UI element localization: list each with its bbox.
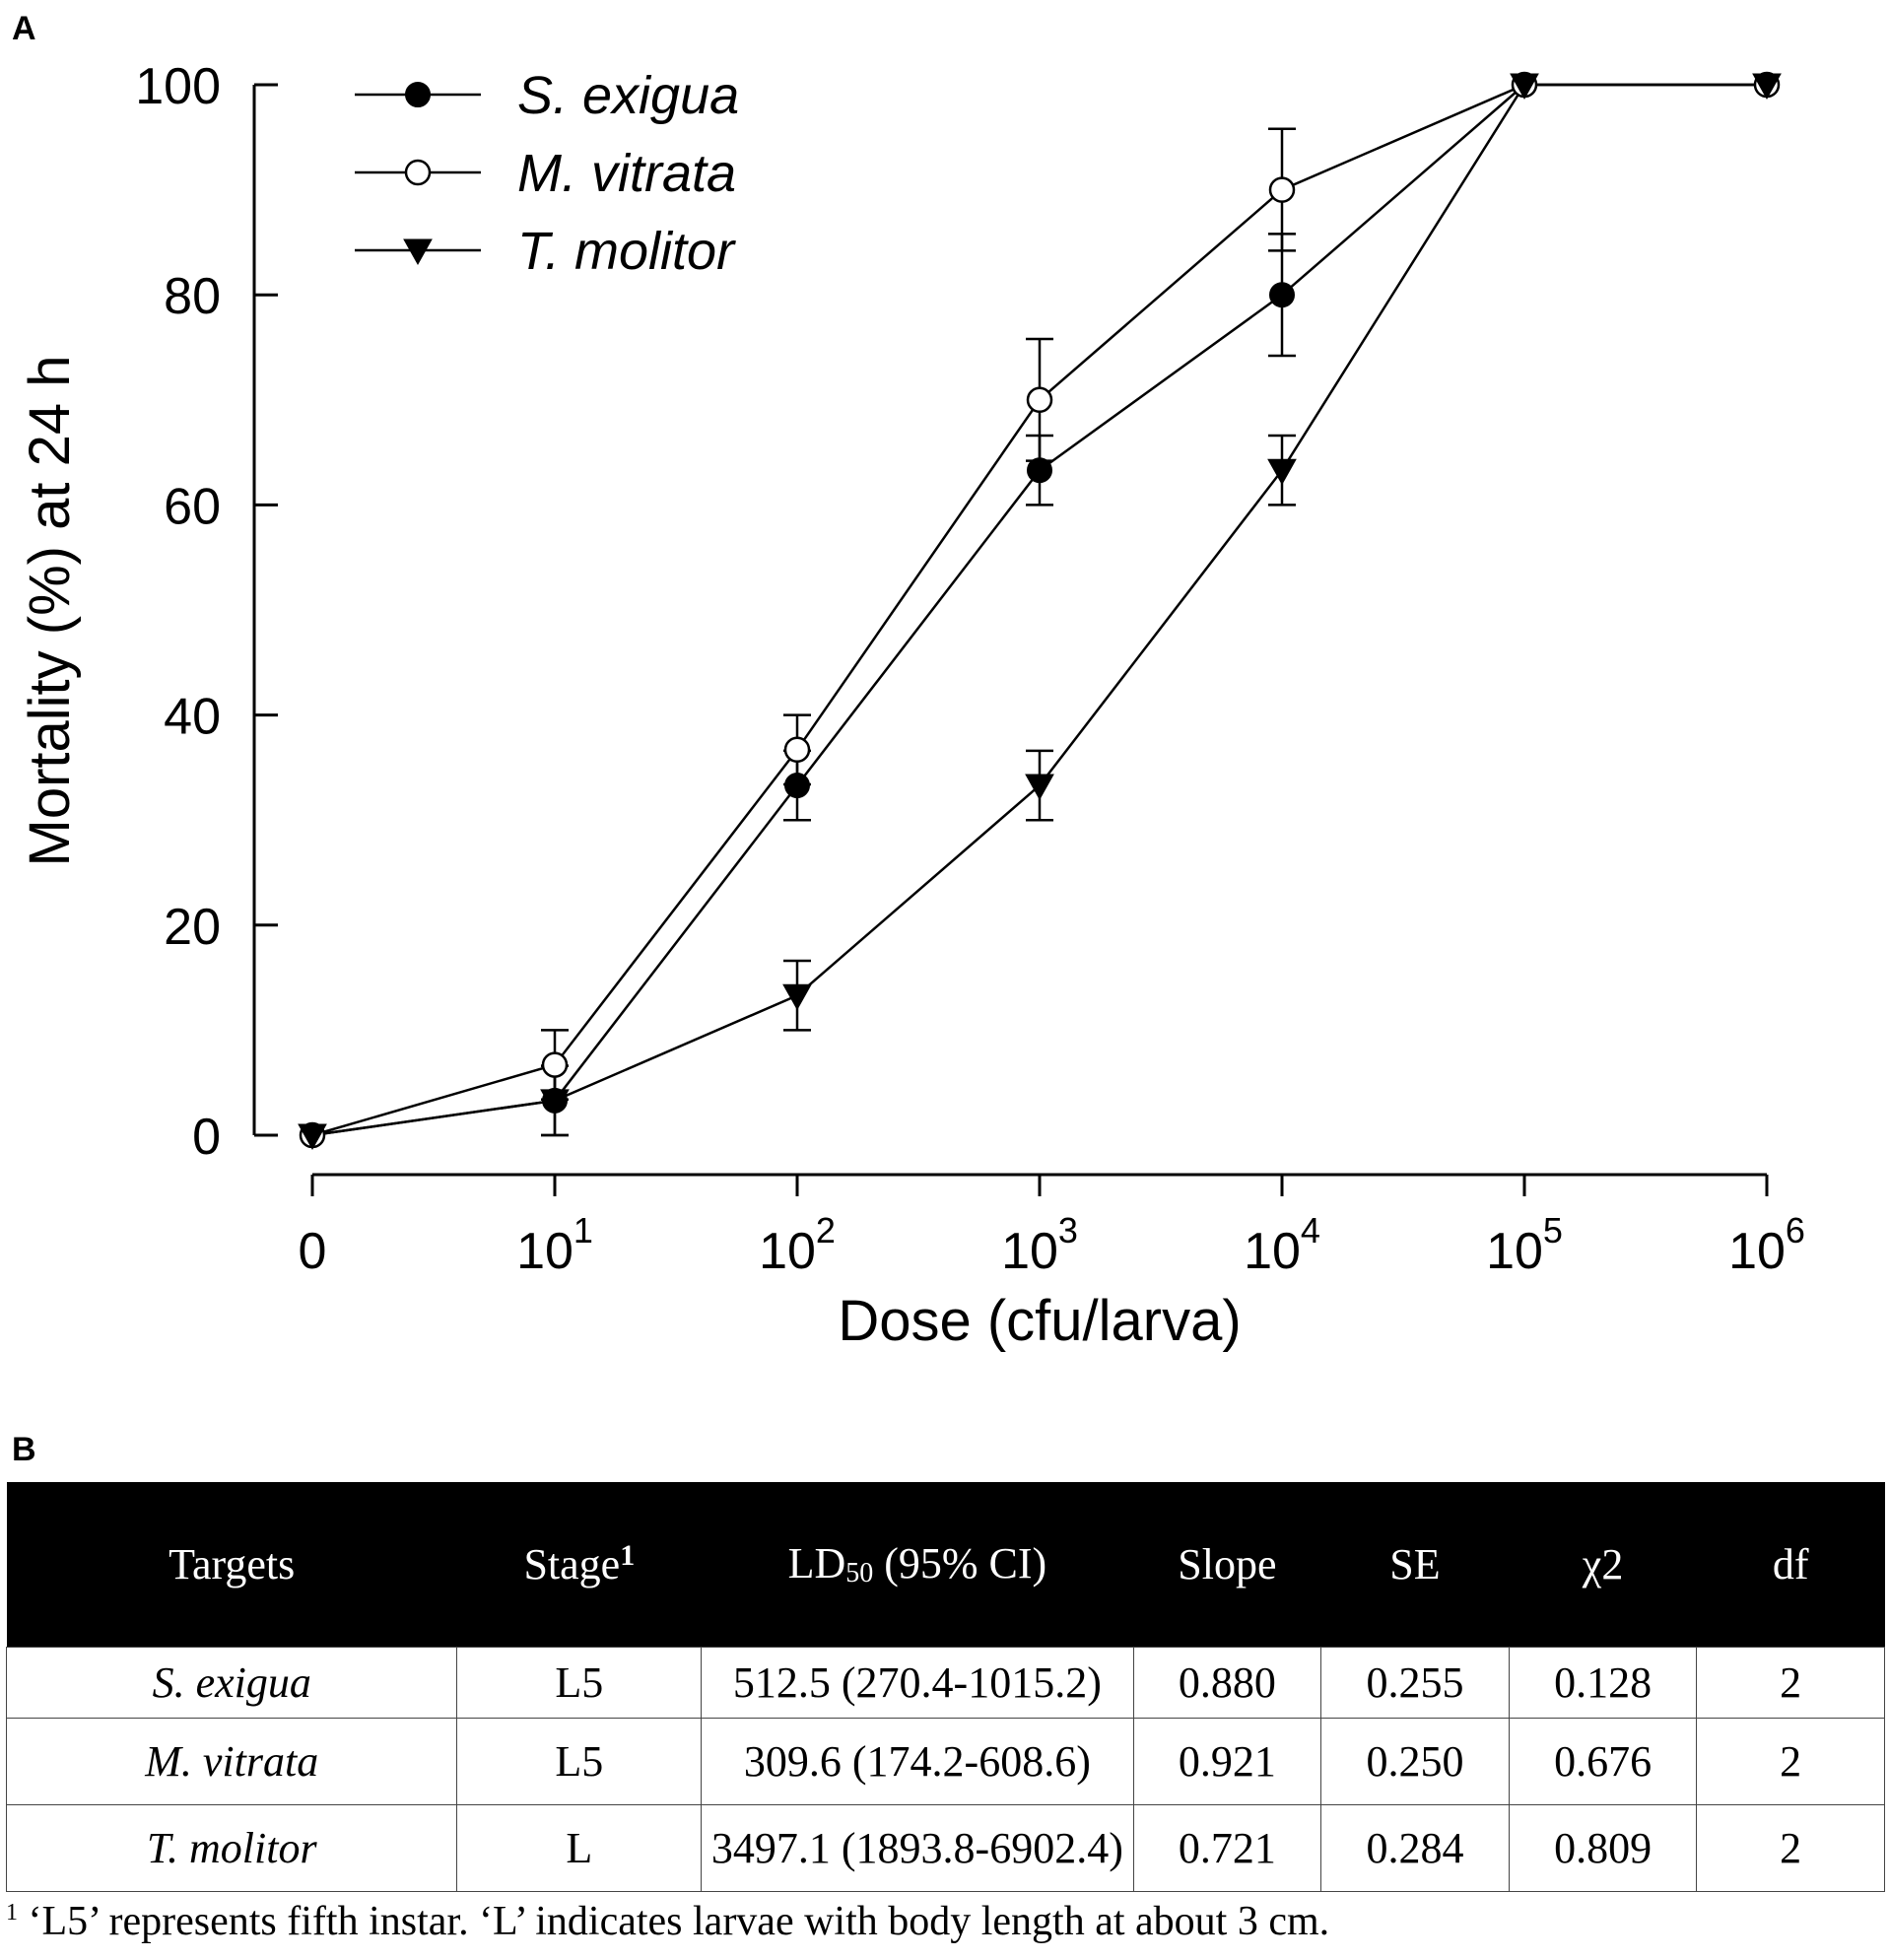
cell-target: M. vitrata <box>5 1717 458 1805</box>
panel-b-label: B <box>12 1431 36 1468</box>
x-tick-label: 101 <box>516 1210 593 1280</box>
x-tick-label: 106 <box>1728 1210 1805 1280</box>
cell-ld50: 512.5 (270.4-1015.2) <box>701 1646 1134 1719</box>
cell-slope: 0.721 <box>1132 1803 1322 1892</box>
legend-marker-t-molitor <box>403 238 433 266</box>
axes: 0 20 40 60 80 100 0 101 102 103 104 105 106 Dose (cfu… <box>18 58 1805 1353</box>
header-df: df <box>1772 1539 1809 1588</box>
header-stage: Stage1 <box>523 1538 636 1588</box>
x-tick-label: 104 <box>1244 1210 1320 1280</box>
mortality-chart: 0 20 40 60 80 100 0 101 102 103 104 105 106 Dose (cfu… <box>18 58 1805 1353</box>
panel-a-label: A <box>12 10 36 47</box>
y-tick-label: 60 <box>164 478 221 535</box>
data-point-s-exigua <box>784 773 810 799</box>
legend-label-m-vitrata: M. vitrata <box>517 144 736 203</box>
data-point-s-exigua <box>1027 457 1052 484</box>
data-point-m-vitrata <box>1268 176 1296 203</box>
data-point-t-molitor <box>782 983 812 1011</box>
data-point-t-molitor <box>1267 458 1297 486</box>
legend-label-s-exigua: S. exigua <box>517 66 739 125</box>
data-point-t-molitor <box>540 1089 570 1115</box>
cell-slope: 0.921 <box>1132 1717 1322 1805</box>
y-tick-label: 80 <box>164 268 221 325</box>
cell-df: 2 <box>1696 1717 1885 1805</box>
y-tick-label: 0 <box>192 1109 221 1166</box>
table-footnote: 1 ‘L5’ represents fifth instar. ‘L’ indi… <box>6 1899 1330 1944</box>
table-row: T. molitor L 3497.1 (1893.8-6902.4) 0.72… <box>5 1803 1885 1892</box>
data-point-t-molitor <box>1025 774 1054 801</box>
y-tick-label: 100 <box>135 58 221 115</box>
data-point-t-molitor <box>298 1123 327 1151</box>
table-row: S. exigua L5 512.5 (270.4-1015.2) 0.880 … <box>5 1646 1885 1719</box>
x-tick-label: 103 <box>1001 1210 1078 1280</box>
cell-stage: L <box>456 1803 703 1892</box>
header-chi: χ2 <box>1582 1539 1624 1588</box>
x-axis-title: Dose (cfu/larva) <box>838 1289 1241 1353</box>
cell-df: 2 <box>1696 1646 1885 1719</box>
header-targets: Targets <box>169 1539 296 1588</box>
cell-chi: 0.809 <box>1508 1803 1698 1892</box>
y-tick-label: 20 <box>164 899 221 956</box>
cell-ld50: 309.6 (174.2-608.6) <box>701 1717 1134 1805</box>
cell-target: S. exigua <box>5 1646 458 1719</box>
data-point-s-exigua <box>1269 282 1295 308</box>
legend: S. exigua M. vitrata T. molitor <box>355 66 739 281</box>
table-header-row: Targets Stage1 LD50 (95% CI) Slope SE χ2… <box>6 1482 1885 1647</box>
data-point-t-molitor <box>1752 73 1782 101</box>
header-slope: Slope <box>1178 1539 1277 1588</box>
data-point-m-vitrata <box>783 736 811 764</box>
table-row: M. vitrata L5 309.6 (174.2-608.6) 0.921 … <box>5 1717 1885 1805</box>
legend-marker-m-vitrata <box>404 159 432 186</box>
cell-chi: 0.128 <box>1508 1646 1698 1719</box>
x-tick-label: 105 <box>1486 1210 1563 1280</box>
cell-chi: 0.676 <box>1508 1717 1698 1805</box>
cell-se: 0.284 <box>1320 1803 1510 1892</box>
legend-marker-s-exigua <box>405 82 431 107</box>
ld50-table: Targets Stage1 LD50 (95% CI) Slope SE χ2… <box>5 1482 1885 1892</box>
cell-ld50: 3497.1 (1893.8-6902.4) <box>701 1803 1134 1892</box>
header-ld50: LD50 (95% CI) <box>787 1539 1047 1589</box>
results-table-wrapper: Targets Stage1 LD50 (95% CI) Slope SE χ2… <box>5 1482 1885 1892</box>
data-point-t-molitor <box>1510 73 1539 101</box>
cell-df: 2 <box>1696 1803 1885 1892</box>
cell-slope: 0.880 <box>1132 1646 1322 1719</box>
cell-stage: L5 <box>456 1717 703 1805</box>
data-point-m-vitrata <box>541 1051 569 1078</box>
cell-stage: L5 <box>456 1646 703 1719</box>
cell-se: 0.250 <box>1320 1717 1510 1805</box>
series-layer <box>298 71 1782 1151</box>
x-tick-label: 0 <box>299 1223 327 1280</box>
cell-target: T. molitor <box>5 1803 458 1892</box>
data-point-m-vitrata <box>1026 386 1053 414</box>
y-tick-label: 40 <box>164 689 221 746</box>
x-tick-label: 102 <box>759 1210 836 1280</box>
cell-se: 0.255 <box>1320 1646 1510 1719</box>
legend-label-t-molitor: T. molitor <box>517 222 736 281</box>
y-axis-title: Mortality (%) at 24 h <box>18 356 82 867</box>
header-se: SE <box>1389 1539 1441 1588</box>
